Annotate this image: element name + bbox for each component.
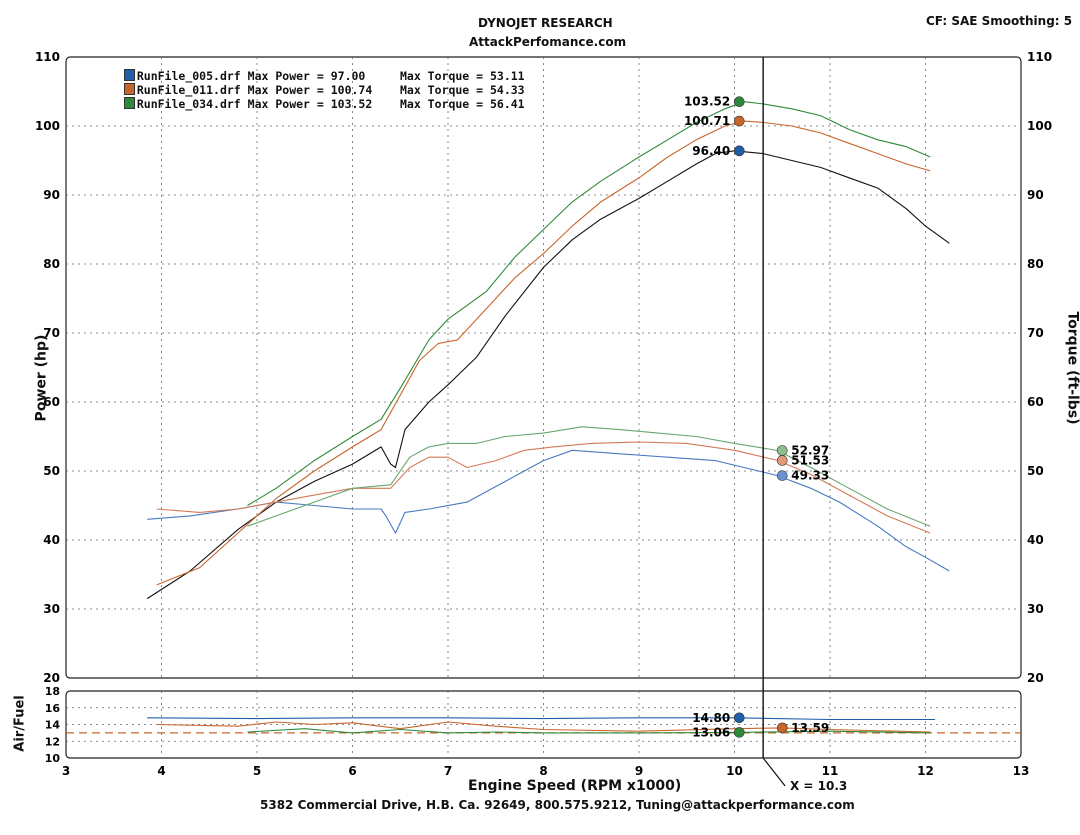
x-tick-label: 11	[822, 764, 839, 778]
peak-value-label: 52.97	[791, 444, 829, 458]
torque-curve	[247, 426, 931, 527]
y-tick-label-right: 30	[1027, 602, 1044, 616]
legend-torque: Max Torque = 56.41	[399, 97, 525, 111]
peak-value-label: 100.71	[684, 114, 730, 128]
afr-value-label: 14.80	[692, 711, 730, 725]
y-tick-label-left: 110	[35, 50, 60, 64]
power-curve	[146, 150, 950, 600]
legend-swatch	[123, 83, 135, 95]
peak-value-marker	[733, 96, 745, 108]
afr-tick-label: 14	[45, 719, 61, 732]
peak-value-label: 96.40	[692, 144, 730, 158]
afr-value-label: 13.59	[791, 721, 829, 735]
torque-curve	[147, 449, 950, 572]
y-tick-label-left: 30	[43, 602, 60, 616]
y-tick-label-left: 40	[43, 533, 60, 547]
y-tick-label-left: 80	[43, 257, 60, 271]
power-curve	[156, 120, 931, 586]
x-tick-label: 9	[635, 764, 643, 778]
legend-torque: Max Torque = 53.11	[399, 69, 525, 83]
y-tick-label-right: 90	[1027, 188, 1044, 202]
y-tick-label-left: 90	[43, 188, 60, 202]
power-curve	[247, 101, 931, 506]
y-axis-title-power: Power (hp)	[33, 334, 50, 422]
legend-item-run-011: RunFile_011.drf Max Power = 100.74 Max T…	[110, 69, 525, 97]
x-tick-label: 3	[62, 764, 70, 778]
y-tick-label-left: 20	[43, 671, 60, 685]
afr-value-marker	[733, 712, 745, 724]
legend-file: RunFile_005.drf	[136, 69, 241, 83]
y-tick-label-left: 100	[35, 119, 60, 133]
legend-swatch	[123, 97, 135, 109]
x-tick-label: 6	[348, 764, 356, 778]
x-tick-label: 13	[1013, 764, 1030, 778]
y-tick-label-right: 50	[1027, 464, 1044, 478]
dyno-settings: CF: SAE Smoothing: 5	[926, 14, 1073, 28]
legend-item-run-005: RunFile_005.drf Max Power = 97.00 Max To…	[110, 55, 525, 83]
x-tick-label: 12	[917, 764, 934, 778]
peak-value-label: 49.33	[791, 469, 829, 483]
torque-curve	[156, 441, 931, 534]
website-subtitle: AttackPerfomance.com	[469, 35, 627, 49]
legend-power: Max Power = 97.00	[247, 69, 366, 83]
afr-value-marker	[733, 727, 745, 738]
legend-file: RunFile_034.drf	[136, 97, 241, 111]
afr-curve	[147, 717, 935, 721]
peak-value-marker	[776, 455, 788, 466]
y-tick-label-right: 110	[1027, 50, 1052, 64]
y-tick-label-left: 70	[43, 326, 60, 340]
y-tick-label-right: 70	[1027, 326, 1044, 340]
legend-power: Max Power = 100.74	[247, 83, 373, 97]
peak-value-marker	[776, 470, 788, 481]
peak-value-marker	[733, 115, 745, 127]
y-tick-label-left: 60	[43, 395, 60, 409]
x-tick-label: 8	[539, 764, 547, 778]
legend-power: Max Power = 103.52	[247, 97, 373, 111]
x-tick-label: 5	[253, 764, 261, 778]
x-tick-label: 10	[726, 764, 743, 778]
peak-value-marker	[733, 145, 745, 157]
y-tick-label-right: 60	[1027, 395, 1044, 409]
legend-torque: Max Torque = 54.33	[399, 83, 525, 97]
footer-address: 5382 Commercial Drive, H.B. Ca. 92649, 8…	[260, 798, 855, 812]
main-plot-frame	[65, 56, 1022, 679]
legend-swatch	[123, 69, 135, 81]
company-title: DYNOJET RESEARCH	[478, 16, 613, 30]
afr-value-label: 13.06	[692, 725, 730, 739]
cursor-leader	[762, 757, 786, 787]
x-tick-label: 7	[444, 764, 452, 778]
afr-tick-label: 12	[45, 735, 60, 748]
afr-curve	[247, 728, 931, 734]
afr-tick-label: 16	[45, 702, 61, 715]
afr-value-marker	[776, 722, 788, 734]
peak-value-label: 51.53	[791, 453, 829, 467]
x-tick-label: 4	[157, 764, 165, 778]
afr-curve	[156, 721, 931, 733]
y-tick-label-right: 80	[1027, 257, 1044, 271]
y-tick-label-left: 50	[43, 464, 60, 478]
peak-value-label: 103.52	[684, 95, 730, 109]
legend-item-run-034: RunFile_034.drf Max Power = 103.52 Max T…	[110, 83, 525, 111]
y-tick-label-right: 40	[1027, 533, 1044, 547]
y-tick-label-right: 100	[1027, 119, 1052, 133]
peak-value-marker	[776, 445, 788, 456]
y-axis-title-afr: Air/Fuel	[12, 695, 28, 752]
y-axis-title-torque: Torque (ft-lbs)	[1064, 311, 1080, 425]
afr-tick-label: 10	[45, 752, 61, 765]
cursor-readout: X = 10.3	[790, 779, 848, 793]
legend-file: RunFile_011.drf	[136, 83, 241, 97]
x-axis-title: Engine Speed (RPM x1000)	[468, 778, 682, 794]
y-tick-label-right: 20	[1027, 671, 1044, 685]
afr-tick-label: 18	[45, 685, 60, 698]
